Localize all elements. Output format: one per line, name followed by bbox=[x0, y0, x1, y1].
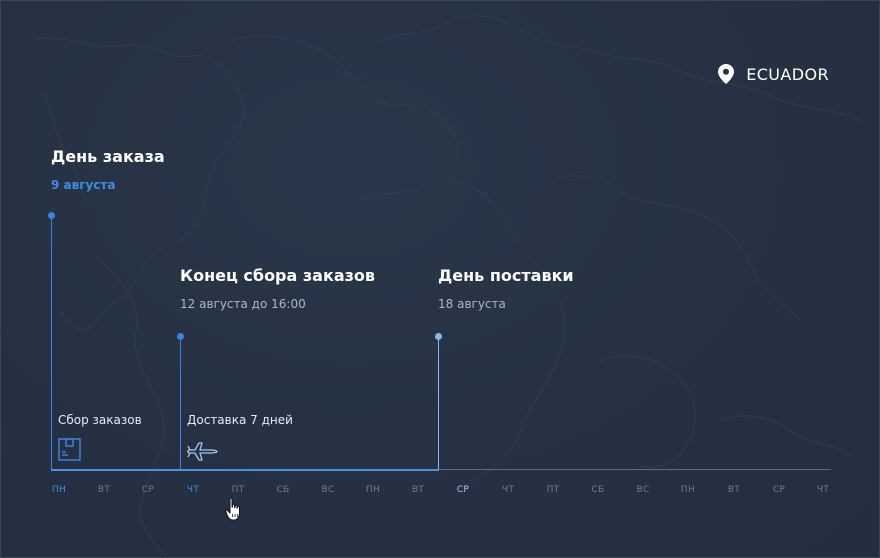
delivery-segment-label: Доставка 7 дней bbox=[187, 413, 293, 427]
day-label[interactable]: ЧТ bbox=[816, 485, 830, 495]
day-label[interactable]: СБ bbox=[276, 485, 290, 495]
delivery-day-title: День поставки bbox=[438, 266, 574, 285]
collection-segment-label: Сбор заказов bbox=[58, 413, 142, 427]
day-label[interactable]: ЧТ bbox=[186, 485, 200, 495]
day-label[interactable]: СР bbox=[141, 485, 155, 495]
day-label[interactable]: ПН bbox=[680, 485, 696, 495]
hand-cursor-icon bbox=[225, 497, 240, 521]
location-pin-icon bbox=[718, 64, 735, 84]
day-label[interactable]: ВТ bbox=[97, 485, 111, 495]
delivery-day-marker-line bbox=[438, 336, 439, 469]
day-label[interactable]: ВТ bbox=[411, 485, 425, 495]
day-label[interactable]: ПН bbox=[51, 485, 67, 495]
location-indicator[interactable]: ECUADOR bbox=[718, 64, 829, 84]
timeline-axis bbox=[51, 469, 831, 470]
collection-end-date: 12 августа до 16:00 bbox=[180, 297, 306, 311]
order-day-marker-line bbox=[51, 215, 52, 469]
airplane-icon bbox=[187, 442, 218, 461]
country-name: ECUADOR bbox=[746, 64, 829, 84]
day-label[interactable]: СР bbox=[456, 485, 470, 495]
order-day-marker-dot bbox=[48, 212, 55, 219]
day-label[interactable]: ПТ bbox=[546, 485, 560, 495]
day-label[interactable]: СБ bbox=[591, 485, 605, 495]
day-label[interactable]: ВС bbox=[321, 485, 335, 495]
day-label[interactable]: ПТ bbox=[231, 485, 245, 495]
delivery-day-date: 18 августа bbox=[438, 297, 506, 311]
weekday-axis: ПН ВТ СР ЧТ ПТ СБ ВС ПН ВТ СР ЧТ ПТ СБ В… bbox=[1, 485, 879, 499]
collection-end-marker-line bbox=[180, 336, 181, 469]
day-label[interactable]: ПН bbox=[365, 485, 381, 495]
timeline-axis-progress bbox=[51, 469, 439, 471]
day-label[interactable]: ВС bbox=[636, 485, 650, 495]
delivery-day-marker-dot bbox=[435, 333, 442, 340]
day-label[interactable]: ЧТ bbox=[501, 485, 515, 495]
day-label[interactable]: ВТ bbox=[727, 485, 741, 495]
day-label[interactable]: СР bbox=[772, 485, 786, 495]
collection-end-marker-dot bbox=[177, 333, 184, 340]
order-day-title: День заказа bbox=[51, 147, 165, 166]
package-icon bbox=[58, 438, 81, 461]
order-day-date: 9 августа bbox=[51, 178, 116, 192]
collection-end-title: Конец сбора заказов bbox=[180, 266, 376, 285]
